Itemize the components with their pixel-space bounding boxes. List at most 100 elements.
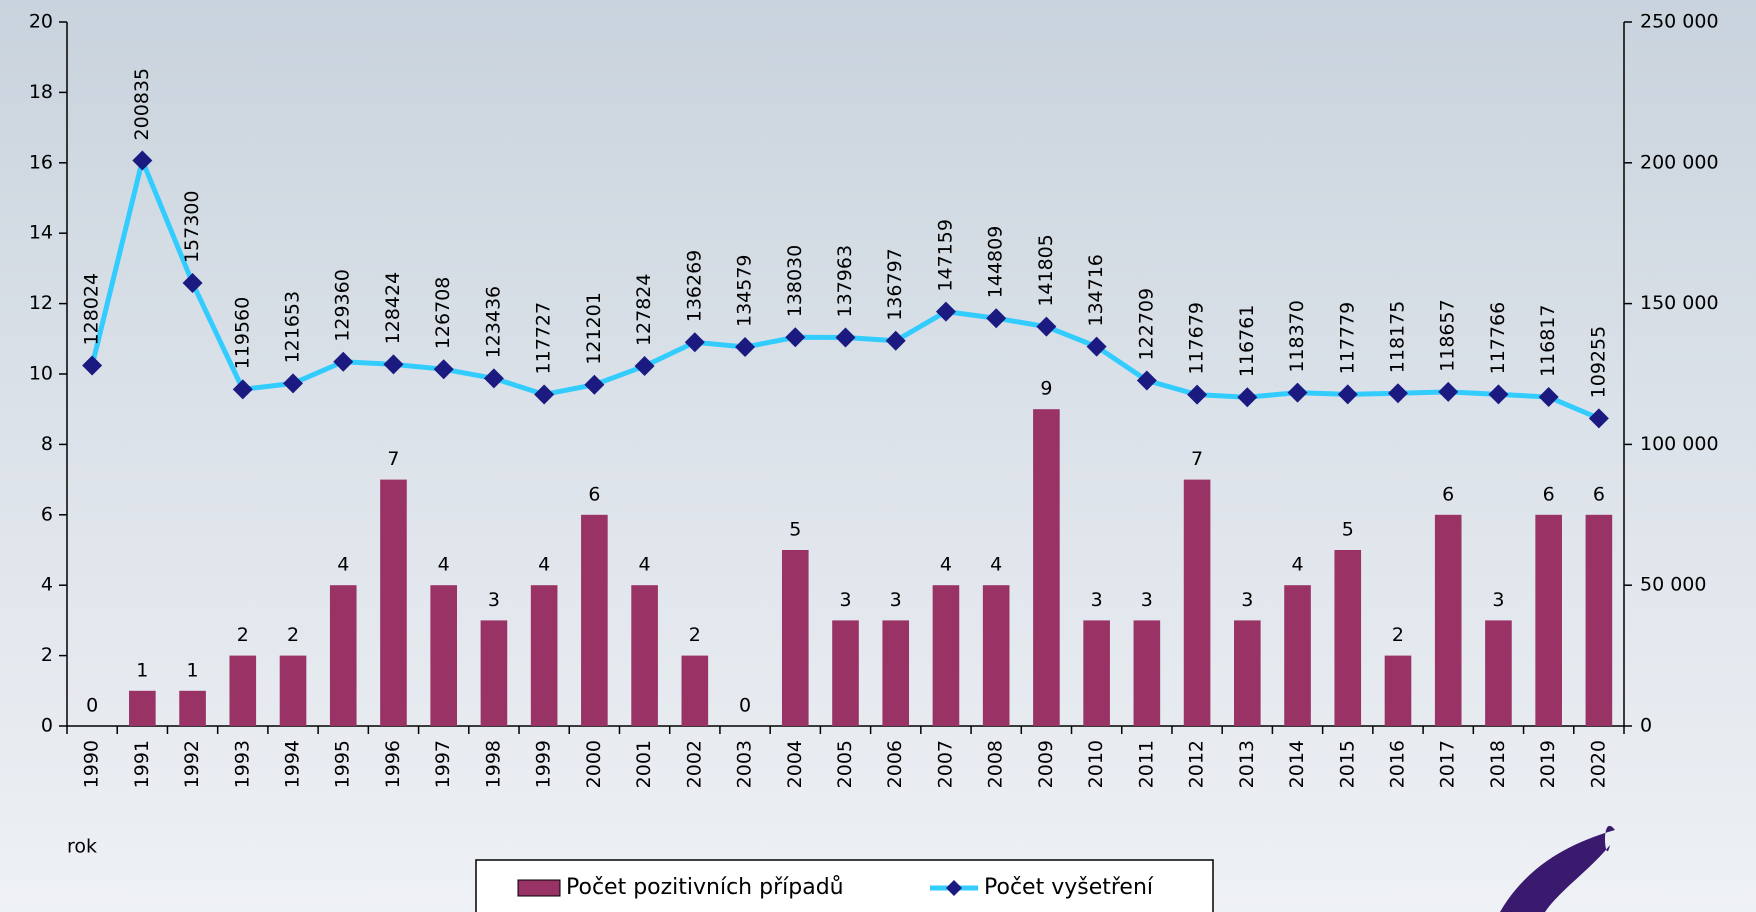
x-tick-label: 1990 — [81, 740, 103, 788]
bar — [1183, 479, 1211, 726]
bar-value-label: 3 — [1241, 589, 1253, 611]
line-value-label: 119560 — [231, 297, 253, 370]
line-marker — [1187, 384, 1208, 405]
line-value-label: 109255 — [1587, 326, 1609, 399]
line-value-label: 117679 — [1186, 302, 1208, 375]
line-marker — [383, 354, 404, 375]
x-tick-label: 2009 — [1035, 740, 1057, 788]
x-tick-label: 2002 — [683, 740, 705, 788]
line-marker — [1538, 387, 1559, 408]
x-tick-label: 2001 — [633, 740, 655, 788]
bar-value-label: 5 — [1342, 519, 1354, 541]
line-value-label: 157300 — [181, 191, 203, 264]
x-tick-label: 2004 — [784, 740, 806, 788]
x-tick-label: 2017 — [1437, 740, 1459, 788]
line-marker — [1387, 383, 1408, 404]
x-tick-label: 2012 — [1186, 740, 1208, 788]
bar — [932, 585, 960, 726]
x-tick-label: 1992 — [181, 740, 203, 788]
line-value-label: 118370 — [1286, 300, 1308, 373]
line-value-label: 117766 — [1487, 302, 1509, 375]
line-marker — [1337, 384, 1358, 405]
line-value-label: 136269 — [683, 250, 705, 323]
bar-value-label: 4 — [1291, 554, 1303, 576]
line-marker — [735, 337, 756, 358]
line-marker — [283, 373, 304, 394]
y2-tick-label: 250 000 — [1640, 11, 1719, 33]
line-marker — [82, 355, 103, 376]
line-value-label: 200835 — [131, 68, 153, 141]
line-value-label: 126708 — [432, 277, 454, 350]
x-tick-label: 1996 — [382, 740, 404, 788]
bar — [1033, 409, 1060, 726]
line-marker — [986, 308, 1007, 329]
bar-value-label: 6 — [1442, 483, 1454, 505]
line-marker — [885, 330, 906, 351]
y-tick-label: 10 — [29, 363, 53, 385]
x-tick-label: 1998 — [482, 740, 504, 788]
line-marker — [1287, 382, 1308, 403]
line-value-label: 137963 — [834, 245, 856, 318]
y-tick-label: 18 — [29, 81, 53, 103]
line-value-label: 122709 — [1135, 288, 1157, 361]
bar — [279, 655, 307, 726]
bar — [1334, 550, 1362, 726]
bar — [1585, 514, 1613, 726]
logo — [1500, 825, 1615, 912]
x-tick-label: 2007 — [934, 740, 956, 788]
line-marker — [1036, 316, 1057, 337]
line-marker — [1136, 370, 1157, 391]
bar-value-label: 1 — [187, 659, 199, 681]
line-value-label: 116761 — [1236, 305, 1258, 378]
y-tick-label: 2 — [41, 644, 53, 666]
line-value-label: 123436 — [482, 286, 504, 359]
line-value-label: 147159 — [934, 219, 956, 292]
line-marker — [534, 384, 555, 405]
bar — [581, 514, 608, 726]
bar — [681, 655, 709, 726]
bar — [430, 585, 458, 726]
bar — [380, 479, 407, 726]
line-value-label: 117727 — [533, 302, 555, 375]
bar — [631, 585, 658, 726]
bar-value-label: 4 — [337, 554, 349, 576]
line-value-label: 116817 — [1537, 305, 1559, 378]
y2-tick-label: 100 000 — [1640, 433, 1719, 455]
y-tick-label: 0 — [41, 715, 53, 737]
bar-value-label: 5 — [789, 519, 801, 541]
bar — [1384, 655, 1412, 726]
line-value-label: 144809 — [985, 226, 1007, 299]
legend-label: Počet pozitivních případů — [566, 875, 844, 900]
line-value-label: 118175 — [1386, 301, 1408, 374]
line-marker — [684, 332, 705, 353]
x-tick-label: 2018 — [1487, 740, 1509, 788]
bar — [1485, 620, 1512, 726]
y-tick-label: 6 — [41, 503, 53, 525]
line-marker — [1488, 384, 1509, 405]
bar — [129, 690, 156, 726]
line-value-label: 121201 — [583, 292, 605, 365]
bar — [1233, 620, 1261, 726]
line-value-label: 134579 — [734, 254, 756, 327]
bar-value-label: 4 — [940, 554, 952, 576]
line-value-label: 128424 — [382, 272, 404, 345]
bar-value-label: 4 — [538, 554, 550, 576]
line-marker — [232, 379, 253, 400]
line-value-label: 121653 — [282, 291, 304, 364]
bar-value-label: 7 — [1191, 448, 1203, 470]
bar-value-label: 6 — [588, 483, 600, 505]
bar — [781, 550, 809, 726]
line-marker — [634, 356, 655, 377]
y-tick-label: 12 — [29, 292, 53, 314]
line-marker — [1588, 408, 1609, 429]
x-axis-label: rok — [67, 836, 97, 858]
line-marker — [433, 359, 454, 380]
bar-value-label: 3 — [1091, 589, 1103, 611]
line-marker — [1086, 336, 1107, 357]
legend-box — [475, 859, 1214, 912]
bar — [480, 620, 508, 726]
line-value-label: 118657 — [1437, 299, 1459, 372]
line-value-label: 136797 — [884, 248, 906, 321]
